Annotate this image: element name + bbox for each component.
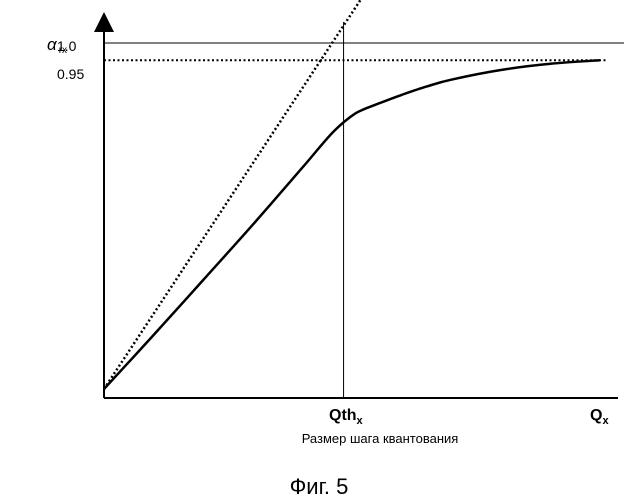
y-tick-label-1: 1.0 [57,38,77,54]
y-tick-label-2: 0.95 [57,66,84,82]
series-line-solid [104,60,600,389]
x-axis-symbol-subscript: x [602,415,609,427]
threshold-label: Qthx [329,407,364,427]
series-layer [104,0,600,389]
reference-lines [104,22,624,398]
threshold-label-subscript: x [357,415,364,427]
x-axis-label: Размер шага квантования [302,431,459,446]
x-axis-symbol: Qx [590,407,609,427]
figure-caption: Фиг. 5 [290,474,349,499]
series-line-dotted [104,0,374,389]
